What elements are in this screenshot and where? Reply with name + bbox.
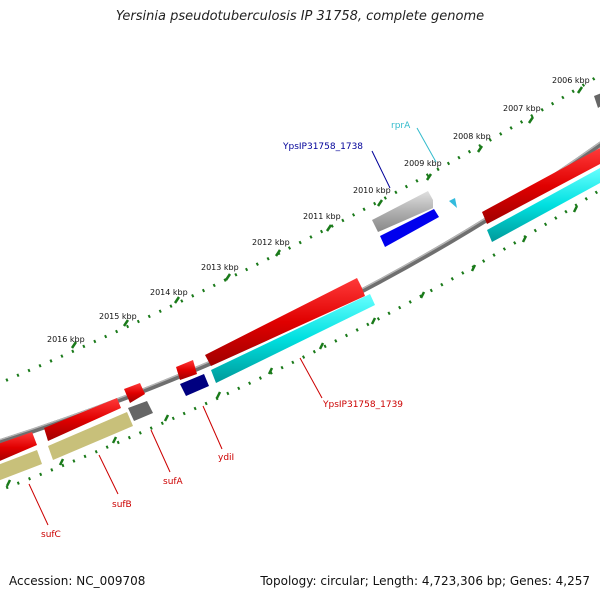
gene-arrow-red-sufA[interactable] [124,383,145,403]
tick-labels: 2006 kbp 2007 kbp 2008 kbp 2009 kbp 2010… [47,76,590,344]
tick-label: 2014 kbp [150,288,188,297]
gene-arrow-red-right[interactable] [482,148,600,224]
gene-arrow-sufC[interactable] [0,450,42,482]
backbone-line [0,141,600,445]
gene-arrow-gray-1738[interactable] [372,191,433,232]
tick-label: 2012 kbp [252,238,290,247]
gene-label-sufA[interactable]: sufA [163,477,184,487]
tick-label: 2010 kbp [353,186,391,195]
backbone-highlight [0,141,600,441]
gene-label-YpsIP31758_1738[interactable]: YpsIP31758_1738 [282,142,363,152]
gene-arrow-cyan-right[interactable] [487,168,600,242]
major-ticks-outer [70,86,584,349]
gene-features [0,92,600,482]
tick-label: 2009 kbp [404,159,442,168]
gene-arrow-red-sufC[interactable] [0,432,37,463]
gene-label-ydiI[interactable]: ydiI [218,453,234,463]
tick-label: 2016 kbp [47,335,85,344]
gene-label-rprA[interactable]: rprA [391,121,411,131]
gene-label-sufB[interactable]: sufB [112,500,132,510]
gene-label-YpsIP31758_1739[interactable]: YpsIP31758_1739 [322,400,403,410]
gene-arrow-red-sufB[interactable] [44,398,121,441]
tick-label: 2011 kbp [303,212,341,221]
label-leaders [28,127,437,526]
tick-label: 2013 kbp [201,263,239,272]
accession-text: Accession: NC_009708 [9,574,146,588]
gene-arrow-YpsIP31758_1738[interactable] [380,209,439,247]
tick-label: 2008 kbp [453,132,491,141]
gene-labels: rprA YpsIP31758_1738 YpsIP31758_1739 ydi… [41,121,411,540]
gene-arrow-sufA[interactable] [128,401,153,421]
tick-label: 2006 kbp [552,76,590,85]
gene-arrow-red-1739[interactable] [205,278,365,366]
gene-arrow-red-ydiI[interactable] [176,360,197,380]
gene-label-sufC[interactable]: sufC [41,530,61,540]
map-title: Yersinia pseudotuberculosis IP 31758, co… [115,9,485,24]
topology-text: Topology: circular; Length: 4,723,306 bp… [260,574,590,588]
gene-arrow-ydiI[interactable] [180,374,209,396]
gene-arrow-sufB[interactable] [48,412,133,460]
gene-arrow-YpsIP31758_1739[interactable] [211,294,375,383]
tick-label: 2007 kbp [503,104,541,113]
major-ticks-inner [5,205,579,487]
tick-label: 2015 kbp [99,312,137,321]
gene-arrow-gray[interactable] [594,92,600,108]
gene-arrow-rprA[interactable] [449,198,457,208]
